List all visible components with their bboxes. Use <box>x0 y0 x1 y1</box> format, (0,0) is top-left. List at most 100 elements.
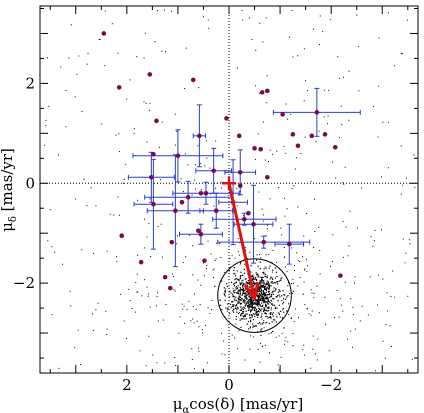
cluster-star <box>281 295 283 297</box>
cluster-star <box>236 311 238 313</box>
field-star <box>359 320 361 322</box>
member-point <box>332 145 338 150</box>
field-star <box>143 101 145 103</box>
field-star <box>238 312 240 314</box>
cluster-star <box>266 301 268 303</box>
cluster-star <box>266 280 268 282</box>
cluster-star <box>248 302 250 304</box>
cluster-star <box>259 276 261 278</box>
cluster-star <box>244 295 246 297</box>
cluster-star <box>241 293 244 295</box>
field-star <box>291 9 293 11</box>
field-star <box>413 154 415 156</box>
field-star <box>306 212 308 214</box>
field-star <box>405 252 407 254</box>
field-star <box>54 251 56 253</box>
cluster-star <box>239 284 242 286</box>
cluster-star <box>259 294 262 296</box>
cluster-star <box>237 302 239 304</box>
cluster-star <box>269 265 271 267</box>
cluster-star <box>280 279 282 282</box>
field-star <box>172 276 174 278</box>
field-star <box>313 28 315 30</box>
field-star <box>137 254 139 256</box>
cluster-star <box>271 303 273 305</box>
errorbar-point <box>195 147 233 194</box>
field-star <box>68 57 70 59</box>
cluster-star <box>272 319 275 321</box>
field-star <box>252 327 254 329</box>
field-star <box>242 315 244 317</box>
cluster-star <box>263 302 265 304</box>
cluster-star <box>257 294 259 297</box>
cluster-star <box>232 305 234 307</box>
field-star <box>215 258 217 260</box>
field-star <box>233 337 235 339</box>
field-star <box>283 197 285 199</box>
field-star <box>318 44 320 46</box>
field-star <box>117 196 119 198</box>
field-star <box>328 89 330 91</box>
cluster-star <box>245 310 247 312</box>
cluster-star <box>257 322 259 325</box>
x-tick-label: 0 <box>224 376 234 394</box>
field-star <box>255 85 257 87</box>
field-star <box>400 52 402 54</box>
cluster-star <box>282 301 285 304</box>
cluster-star <box>224 299 226 302</box>
cluster-star <box>235 275 237 277</box>
field-stars-layer <box>44 9 416 372</box>
field-star <box>297 260 299 262</box>
cluster-star <box>268 291 270 293</box>
field-star <box>211 299 213 301</box>
field-star <box>310 289 312 291</box>
cluster-star <box>274 306 277 308</box>
field-star <box>303 281 305 283</box>
cluster-star <box>290 317 292 319</box>
field-star <box>303 48 305 50</box>
cluster-star <box>271 291 273 294</box>
cluster-star <box>267 300 269 303</box>
field-star <box>70 305 72 307</box>
cluster-star <box>240 306 242 308</box>
cluster-star <box>254 325 256 327</box>
cluster-star <box>276 296 278 298</box>
cluster-star <box>251 314 253 317</box>
field-star <box>299 276 301 278</box>
cluster-star <box>241 274 243 276</box>
cluster-star <box>260 323 262 325</box>
field-star <box>238 254 240 256</box>
cluster-star <box>255 279 258 281</box>
cluster-star <box>261 297 264 299</box>
field-star <box>162 319 164 321</box>
field-star <box>389 325 391 327</box>
cluster-star <box>262 284 264 286</box>
field-star <box>312 335 314 337</box>
cluster-star <box>242 308 244 311</box>
cluster-star <box>248 296 250 298</box>
field-star <box>250 314 252 316</box>
cluster-star <box>258 297 260 299</box>
field-star <box>207 307 209 309</box>
field-star <box>349 210 351 212</box>
field-star <box>342 220 344 222</box>
field-star <box>344 281 346 283</box>
cluster-star <box>270 332 272 334</box>
cluster-star <box>256 302 258 304</box>
cluster-star <box>267 283 269 285</box>
field-star <box>357 46 359 48</box>
errorbar-point <box>272 87 361 137</box>
field-star <box>174 357 176 359</box>
field-star <box>48 105 50 107</box>
field-star <box>235 307 237 309</box>
x-axis-label-main: μ <box>173 395 183 413</box>
cluster-star <box>257 314 259 316</box>
cluster-star <box>238 295 240 297</box>
member-point <box>224 116 229 121</box>
member-point <box>246 210 251 216</box>
cluster-star <box>241 289 244 291</box>
field-star <box>306 307 308 309</box>
field-star <box>319 15 321 17</box>
cluster-star <box>253 276 255 278</box>
cluster-star <box>270 317 272 319</box>
